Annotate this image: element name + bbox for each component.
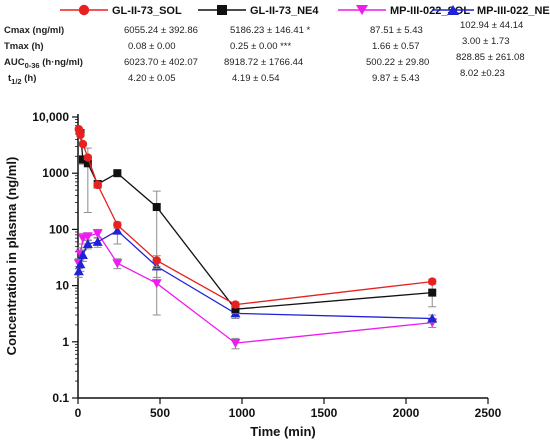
table-cell: 4.20 ± 0.05 — [128, 73, 175, 84]
table-cell: 500.22 ± 29.80 — [366, 57, 429, 68]
data-point — [93, 180, 102, 190]
data-point — [152, 203, 161, 212]
legend-label: MP-III-022_SOL — [390, 5, 470, 17]
thalf-sub: 1/2 — [11, 77, 21, 86]
y-tick-label: 0.1 — [52, 391, 69, 405]
thalf-rest: (h) — [22, 73, 37, 84]
table-cell: 0.25 ± 0.00 *** — [230, 41, 292, 52]
x-axis-label: Time (min) — [250, 424, 316, 439]
y-tick-label: 100 — [49, 222, 69, 236]
data-point — [230, 339, 241, 349]
series-mp-iii-022-sol — [73, 228, 438, 350]
series-gl-ii-73-sol — [74, 125, 437, 309]
data-point — [82, 232, 93, 242]
y-tick-label: 10 — [56, 279, 70, 293]
legend: GL-II-73_SOL GL-II-73_NE4 MP-III-022_SOL… — [60, 4, 550, 17]
data-point — [78, 155, 87, 164]
table-cell: 9.87 ± 5.43 — [372, 73, 419, 84]
legend-item-gl-ii-73-ne4[interactable]: GL-II-73_NE4 — [198, 5, 319, 17]
data-point — [75, 259, 86, 269]
table-cell: 102.94 ± 44.14 — [460, 20, 523, 31]
auc-main: AUC — [4, 57, 25, 68]
legend-label: GL-II-73_SOL — [112, 5, 182, 17]
auc-rest: (h·ng/ml) — [40, 57, 83, 68]
y-axis-ticks: 0.1 1 10 100 1000 10,000 — [32, 110, 78, 405]
data-point — [428, 277, 437, 286]
data-point — [73, 266, 84, 276]
data-point — [77, 250, 88, 260]
x-tick-label: 1000 — [229, 406, 256, 420]
y-axis-label: Concentration in plasma (ng/ml) — [4, 157, 19, 356]
data-point — [76, 130, 85, 140]
table-cell: 6023.70 ± 402.07 — [124, 57, 198, 68]
x-tick-label: 2000 — [393, 406, 420, 420]
table-label-tmax: Tmax (h) — [4, 41, 44, 52]
legend-item-gl-ii-73-sol[interactable]: GL-II-73_SOL — [60, 4, 182, 17]
legend-item-mp-iii-022-ne4[interactable]: MP-III-022_NE4 — [432, 5, 550, 17]
y-tick-label: 1 — [62, 335, 69, 349]
table-label-cmax: Cmax (ng/ml) — [4, 25, 64, 36]
data-point — [151, 279, 162, 289]
x-tick-label: 0 — [75, 406, 82, 420]
y-tick-label: 1000 — [42, 166, 69, 180]
legend-marker-square-icon — [217, 5, 227, 15]
data-point — [92, 236, 103, 246]
thalf-main: t — [8, 73, 12, 84]
data-point — [231, 305, 240, 314]
x-tick-label: 2500 — [475, 406, 502, 420]
series-line — [79, 132, 433, 310]
table-cell: 8.02 ±0.23 — [460, 68, 505, 79]
data-point — [92, 229, 103, 239]
table-cell: 8918.72 ± 1766.44 — [224, 57, 303, 68]
table-cell: 3.00 ± 1.73 — [462, 36, 509, 47]
legend-label: GL-II-73_NE4 — [250, 5, 319, 17]
data-point — [113, 220, 122, 230]
table-cell: 5186.23 ± 146.41 * — [230, 25, 311, 36]
data-point — [83, 159, 92, 168]
plot-axes — [77, 114, 488, 399]
data-point — [112, 259, 123, 269]
data-point — [427, 313, 438, 323]
legend-marker-triangle-down-icon — [356, 5, 368, 15]
legend-marker-circle-icon — [78, 4, 90, 16]
series-line — [78, 128, 433, 306]
table-cell: 6055.24 ± 392.86 — [124, 25, 198, 36]
x-tick-label: 500 — [150, 406, 170, 420]
x-axis-ticks: 0 500 1000 1500 2000 2500 — [75, 398, 502, 420]
auc-sub: 0-36 — [25, 61, 40, 70]
data-point — [82, 238, 93, 248]
series-line — [78, 229, 433, 320]
table-cell: 0.08 ± 0.00 — [128, 41, 175, 52]
data-point — [428, 288, 437, 297]
data-point — [113, 169, 122, 178]
data-point — [83, 153, 93, 162]
data-point — [231, 300, 240, 309]
data-point — [152, 256, 161, 265]
table-cell: 828.85 ± 261.08 — [456, 52, 525, 63]
data-point — [78, 139, 88, 149]
table-label-thalf: t1/2 (h) — [8, 73, 36, 86]
data-point — [112, 225, 123, 235]
series-layer — [73, 125, 438, 350]
pk-table: Cmax (ng/ml) 6055.24 ± 392.86 5186.23 ± … — [4, 20, 525, 86]
y-tick-label: 10,000 — [32, 110, 69, 124]
table-cell: 1.66 ± 0.57 — [372, 41, 419, 52]
legend-marker-triangle-up-icon — [447, 5, 459, 15]
series-gl-ii-73-ne4 — [76, 129, 437, 314]
table-cell: 87.51 ± 5.43 — [370, 25, 423, 36]
table-cell: 4.19 ± 0.54 — [232, 73, 279, 84]
x-tick-label: 1500 — [311, 406, 338, 420]
table-label-auc: AUC0-36 (h·ng/ml) — [4, 57, 83, 70]
legend-label: MP-III-022_NE4 — [477, 5, 550, 17]
